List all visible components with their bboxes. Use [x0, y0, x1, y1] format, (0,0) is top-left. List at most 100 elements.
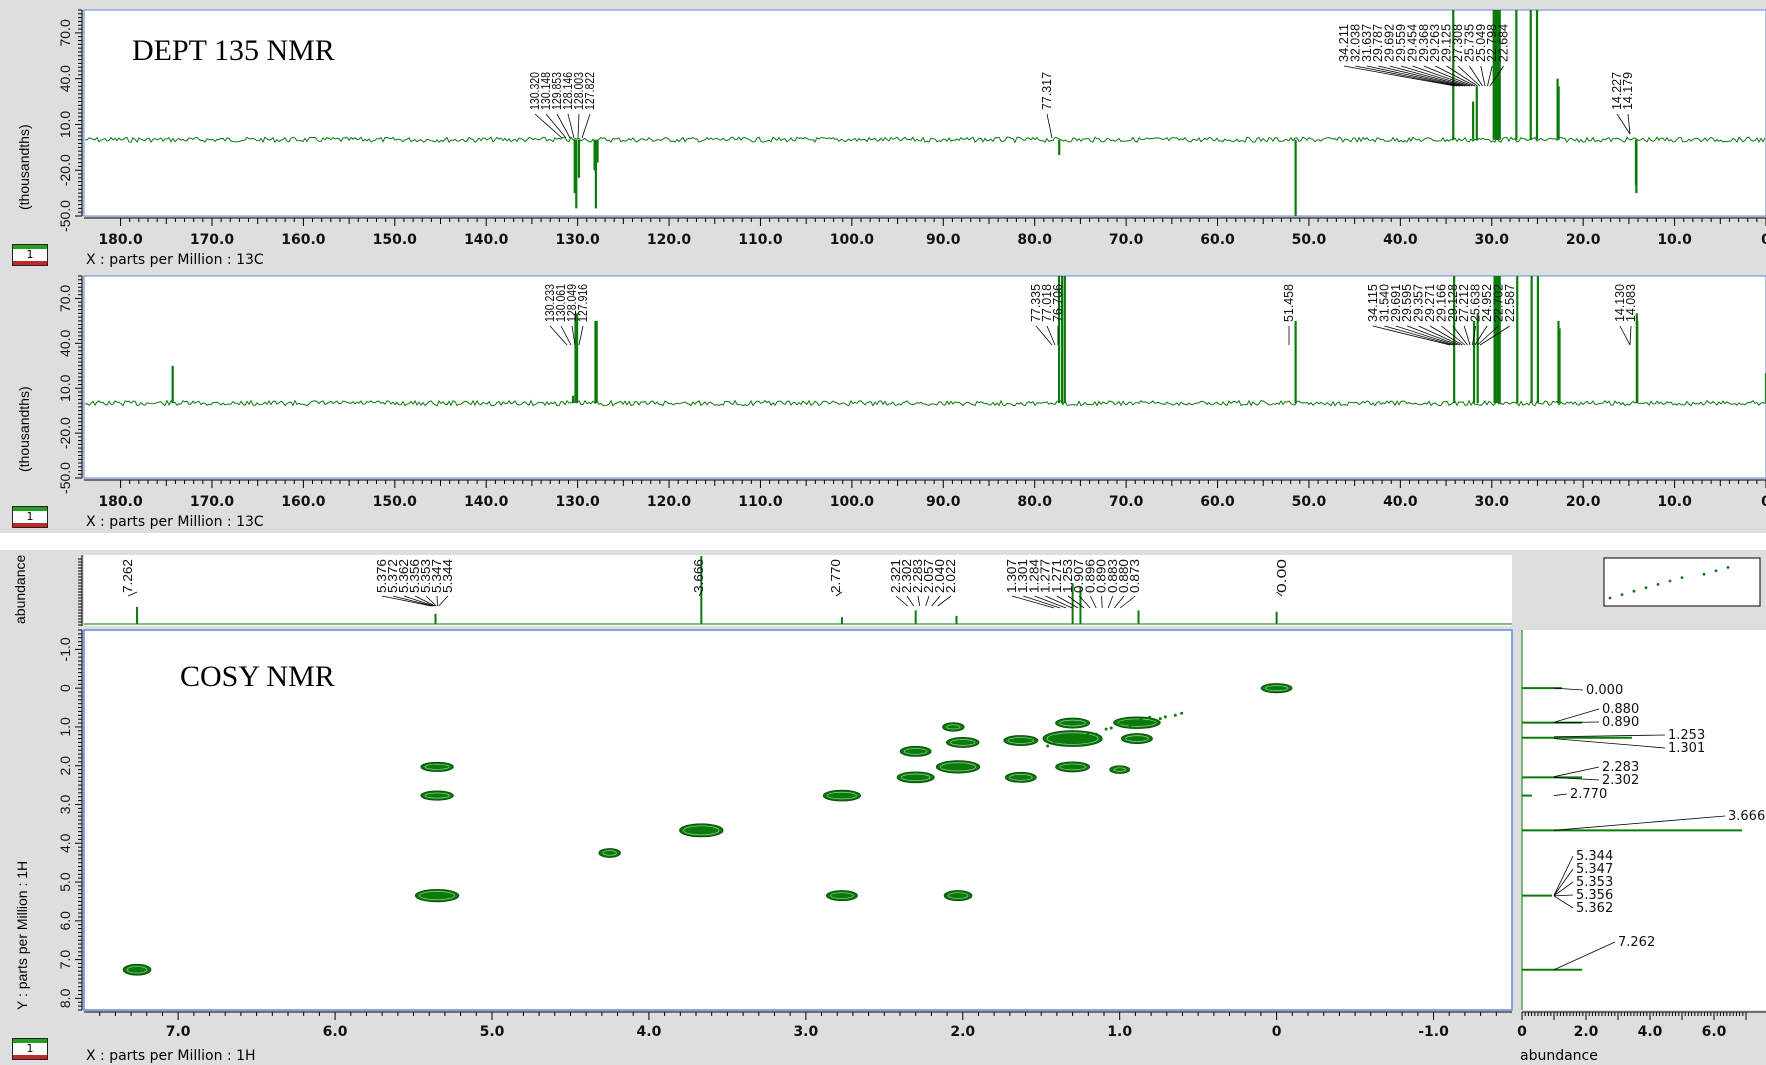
peak-label: 27.212 [1456, 284, 1471, 322]
x-tick-label: -1.0 [1418, 1024, 1449, 1040]
overview-point [1726, 566, 1730, 569]
peak-label: 77.317 [1039, 72, 1054, 110]
x-tick-label: 40.0 [1383, 232, 1418, 248]
right-peak-label: 0.890 [1602, 715, 1639, 730]
peak-label: 14.179 [1620, 72, 1635, 110]
cross-peak-contour [683, 825, 720, 836]
cross-peak [420, 761, 454, 772]
overview-point [1656, 583, 1660, 586]
c13-spectrum-badge[interactable]: 1 [12, 506, 48, 528]
top-peak-label-leader [1078, 595, 1091, 609]
right-peak-label-leader [1553, 894, 1574, 897]
peak-label-leader [581, 113, 591, 139]
right-peak-label: 5.362 [1576, 901, 1613, 916]
x-tick-label: 6.0 [323, 1024, 348, 1040]
cosy-spectrum-chart[interactable]: 7.262 5.3765.3725.3625.3565.3535.3475.344… [0, 550, 1766, 1065]
peak-label-leader [1480, 65, 1486, 87]
peak-label-leader [1384, 325, 1453, 346]
top-peak-label-leader [835, 591, 843, 597]
overview-point [1632, 589, 1636, 593]
x-tick-label: 3.0 [793, 1024, 818, 1040]
cosy-spectrum-badge[interactable]: 1 [12, 1038, 48, 1060]
peak-label-leader [1418, 325, 1461, 346]
x-tick-label: 110.0 [738, 232, 783, 248]
peak-label: 51.458 [1281, 284, 1296, 322]
y-tick-label: 10.0 [57, 374, 73, 401]
y-tick-label: 4.0 [57, 833, 73, 853]
dept-spectrum-badge[interactable]: 1 [12, 244, 48, 266]
dept-plot[interactable]: 180.0 170.0 160.0 150.0 140.0 130.0 120.0 110.0… [0, 0, 1766, 270]
cross-peak-contour [1125, 735, 1149, 742]
top-peak-label-leader [931, 595, 941, 607]
peak-label: 31.637 [1359, 24, 1374, 62]
peak-label-leader [1619, 325, 1631, 346]
peak-label: 29.787 [1370, 24, 1385, 62]
dept-spectrum-chart[interactable]: 180.0 170.0 160.0 150.0 140.0 130.0 120.0 110.0… [0, 0, 1766, 270]
right-peak-label: 3.666 [1728, 809, 1765, 824]
peak-label-leader [1469, 65, 1483, 87]
dept-xlabel: X : parts per Million : 13C [86, 252, 264, 268]
plot-area [83, 9, 1766, 217]
peak-label-leader [1616, 113, 1631, 135]
peak-label-leader [567, 113, 575, 139]
top-peak-label-leader [1090, 595, 1097, 609]
cosy-plot[interactable]: 7.262 5.376 5.372 5.362 5.356 5.353 5.347 5.344… [0, 550, 1766, 1065]
y-tick-label: 5.0 [57, 872, 73, 892]
top-peak-label-leader [1101, 595, 1103, 609]
cross-peak [420, 790, 454, 801]
overview-point [1644, 586, 1648, 590]
peak-label: 127.822 [582, 72, 597, 110]
c13-spectrum-chart[interactable]: 180.0 170.0 160.0 150.0 140.0 130.0 120.0 110.0… [0, 270, 1766, 533]
diagonal-point [1117, 723, 1121, 727]
peak-label: 29.454 [1404, 24, 1419, 62]
x-tick-label: 80.0 [1017, 494, 1052, 510]
x-tick-label: 10.0 [1657, 494, 1692, 510]
c13-plot[interactable]: 180.0 170.0 160.0 150.0 140.0 130.0 120.0 110.0… [0, 270, 1766, 533]
x-tick-label: 160.0 [281, 494, 326, 510]
top-peak-label: 1.307 [1004, 559, 1019, 593]
top-peak-label-leader [438, 595, 449, 607]
diagonal-point [1139, 718, 1143, 722]
peak-label: 25.049 [1473, 24, 1488, 62]
diagonal-point [1128, 725, 1132, 729]
peak-label-leader [1378, 65, 1463, 87]
cosy-xlabel: X : parts per Million : 1H [86, 1048, 256, 1064]
right-peak-label-leader [1553, 766, 1600, 778]
cross-peak-contour [947, 892, 969, 899]
peak-label-leader [534, 113, 563, 139]
y-tick-label: 10.0 [57, 111, 73, 138]
cross-peak-contour [1009, 774, 1033, 781]
y-tick-label: 6.0 [57, 911, 73, 931]
x-tick-label: 180.0 [98, 232, 143, 248]
peak-label-leader [1389, 65, 1466, 87]
peak-label-leader [1452, 325, 1468, 346]
c13-badge-number: 1 [26, 510, 34, 523]
peak-label: 130.233 [542, 284, 557, 322]
top-peak-label: 1.271 [1049, 559, 1064, 593]
y-tick-label: -20.0 [57, 417, 73, 449]
cross-peak [1121, 733, 1153, 745]
cross-peak [896, 771, 935, 784]
x-tick-label: 80.0 [1017, 232, 1052, 248]
cross-peak [1004, 771, 1037, 783]
top-peak-label: 0.890 [1094, 559, 1109, 593]
overview-point [1620, 593, 1624, 596]
top-peak-label: 0.00 [1274, 559, 1289, 593]
cross-peak-contour [1059, 719, 1086, 727]
x-tick-label: 30.0 [1474, 232, 1509, 248]
peak-label: 14.227 [1609, 72, 1624, 110]
cross-peak-contour [900, 773, 931, 782]
peak-label-leader [1435, 65, 1476, 87]
x-tick-label: 120.0 [647, 232, 692, 248]
x-tick-label: 20.0 [1566, 232, 1601, 248]
top-peak-label-leader [127, 591, 138, 597]
cross-peak-contour [950, 739, 976, 746]
peak-label: 14.083 [1623, 284, 1638, 322]
peak-label: 34.115 [1365, 284, 1380, 322]
cross-peak-contour [1007, 737, 1035, 744]
x-tick-label: 50.0 [1292, 494, 1327, 510]
peak-label-leader [1429, 325, 1463, 346]
top-peak-label-leader [403, 595, 435, 607]
top-peak-label: 2.770 [828, 559, 843, 593]
right-peak-label-leader [1553, 941, 1616, 971]
